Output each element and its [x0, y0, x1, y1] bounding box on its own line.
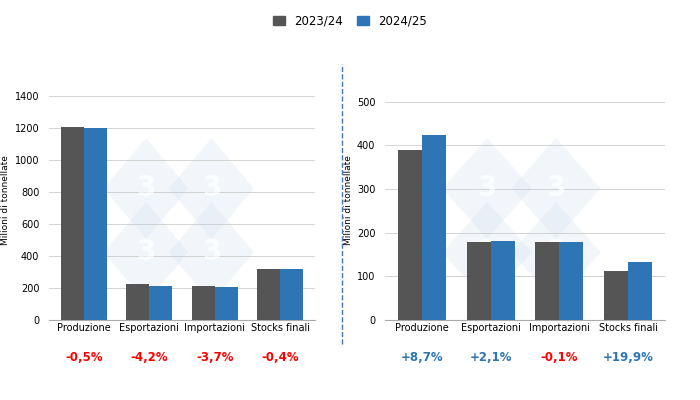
Polygon shape — [511, 202, 601, 303]
Y-axis label: Milioni di tonnellate: Milioni di tonnellate — [1, 155, 10, 245]
Text: +2,1%: +2,1% — [470, 351, 512, 364]
Bar — [192, 286, 215, 320]
Bar — [149, 286, 172, 320]
Text: 3: 3 — [202, 174, 221, 202]
Bar — [61, 126, 84, 320]
Bar — [604, 271, 628, 320]
Text: 3: 3 — [202, 238, 221, 266]
Text: 3: 3 — [546, 238, 566, 266]
Bar — [559, 242, 584, 320]
Text: -0,1%: -0,1% — [540, 351, 578, 364]
Text: -0,4%: -0,4% — [261, 351, 299, 364]
Text: -0,5%: -0,5% — [65, 351, 103, 364]
Text: 3: 3 — [546, 174, 566, 202]
Y-axis label: Milioni di tonnellate: Milioni di tonnellate — [344, 155, 353, 245]
Polygon shape — [104, 202, 188, 303]
Polygon shape — [442, 138, 532, 239]
Bar — [127, 284, 149, 320]
Bar — [257, 269, 280, 320]
Text: 3: 3 — [136, 174, 155, 202]
Bar — [422, 135, 446, 320]
Bar — [215, 287, 237, 320]
Polygon shape — [511, 138, 601, 239]
Polygon shape — [169, 202, 254, 303]
Bar — [628, 262, 652, 320]
Polygon shape — [169, 138, 254, 239]
Polygon shape — [104, 138, 188, 239]
Bar — [398, 150, 422, 320]
Text: +8,7%: +8,7% — [400, 351, 443, 364]
Polygon shape — [442, 202, 532, 303]
Text: 3: 3 — [477, 238, 497, 266]
Text: -4,2%: -4,2% — [130, 351, 168, 364]
Bar — [466, 242, 491, 320]
Bar — [536, 242, 559, 320]
Text: -3,7%: -3,7% — [196, 351, 233, 364]
Text: 3: 3 — [136, 238, 155, 266]
Text: +19,9%: +19,9% — [603, 351, 654, 364]
Bar — [280, 269, 303, 320]
Bar — [491, 240, 514, 320]
Text: 3: 3 — [477, 174, 497, 202]
Legend: 2023/24, 2024/25: 2023/24, 2024/25 — [268, 10, 432, 32]
Bar — [84, 128, 107, 320]
